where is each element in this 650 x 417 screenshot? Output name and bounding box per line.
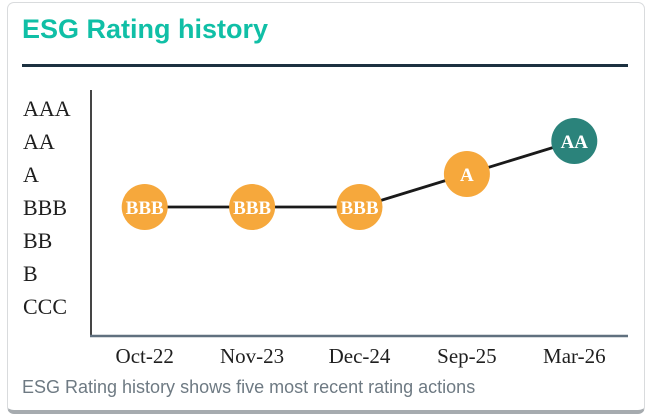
- y-tick-label: AA: [23, 129, 55, 154]
- x-tick-label: Oct-22: [116, 344, 174, 368]
- y-tick-label: BBB: [23, 195, 67, 220]
- y-tick-label: AAA: [23, 96, 71, 121]
- data-point-label: A: [460, 165, 474, 186]
- y-tick-label: BB: [23, 228, 52, 253]
- x-tick-label: Mar-26: [543, 344, 606, 368]
- page-title: ESG Rating history: [22, 14, 269, 44]
- y-tick-label: B: [23, 261, 38, 286]
- data-point-label: BBB: [340, 198, 378, 219]
- data-point-label: BBB: [233, 198, 271, 219]
- x-tick-label: Dec-24: [329, 344, 391, 368]
- data-point-label: AA: [561, 132, 589, 153]
- data-point-marker: [336, 184, 383, 230]
- chart-caption: ESG Rating history shows five most recen…: [22, 377, 476, 397]
- x-tick-label: Sep-25: [437, 344, 497, 368]
- data-point-marker: [551, 118, 598, 164]
- y-tick-label: A: [23, 162, 39, 187]
- data-point-label: BBB: [126, 198, 164, 219]
- title-underline-divider: [22, 64, 628, 67]
- data-point-marker: [121, 184, 168, 230]
- y-tick-label: CCC: [23, 294, 67, 319]
- data-point-marker: [229, 184, 276, 230]
- data-point-marker: [443, 151, 490, 197]
- x-tick-label: Nov-23: [220, 344, 284, 368]
